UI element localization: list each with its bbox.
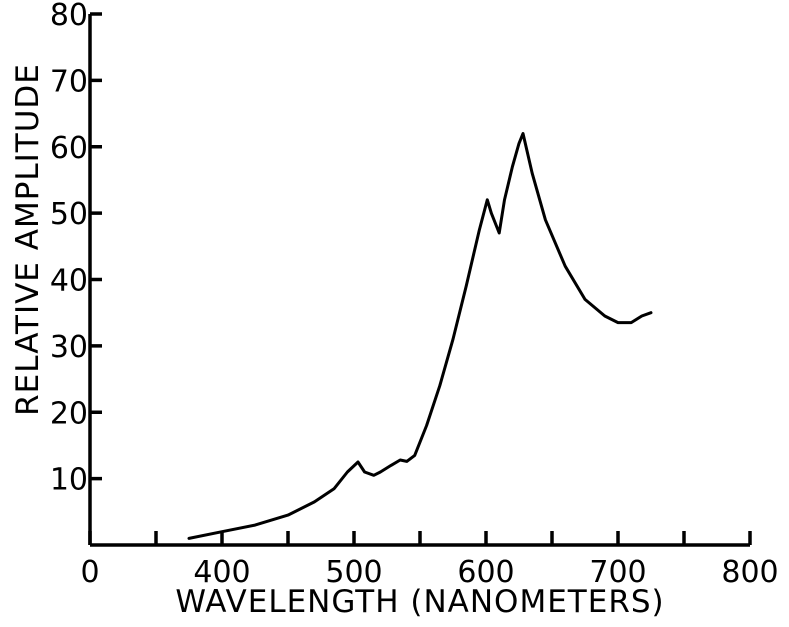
x-tick-label: 0 (80, 555, 99, 590)
x-tick-label: 500 (325, 555, 382, 590)
y-tick-label: 80 (50, 0, 88, 33)
y-tick-label: 70 (50, 64, 88, 99)
y-tick-label: 50 (50, 197, 88, 232)
y-tick-label: 10 (50, 463, 88, 498)
series-line (187, 132, 653, 540)
tick-labels: 0 400 500 600 700 800 10 20 30 40 50 60 70 80 (50, 0, 779, 590)
x-tick-label: 700 (589, 555, 646, 590)
y-tick-label: 30 (50, 330, 88, 365)
x-tick-label: 600 (457, 555, 514, 590)
series (187, 132, 653, 540)
ticks (88, 12, 752, 545)
axes (88, 14, 750, 547)
y-axis-title: RELATIVE AMPLITUDE (10, 63, 46, 416)
x-tick-label: 400 (193, 555, 250, 590)
y-tick-label: 60 (50, 131, 88, 166)
x-axis-title: WAVELENGTH (NANOMETERS) (175, 584, 664, 620)
y-tick-label: 20 (50, 396, 88, 431)
y-tick-label: 40 (50, 264, 88, 299)
x-tick-label: 800 (721, 555, 778, 590)
